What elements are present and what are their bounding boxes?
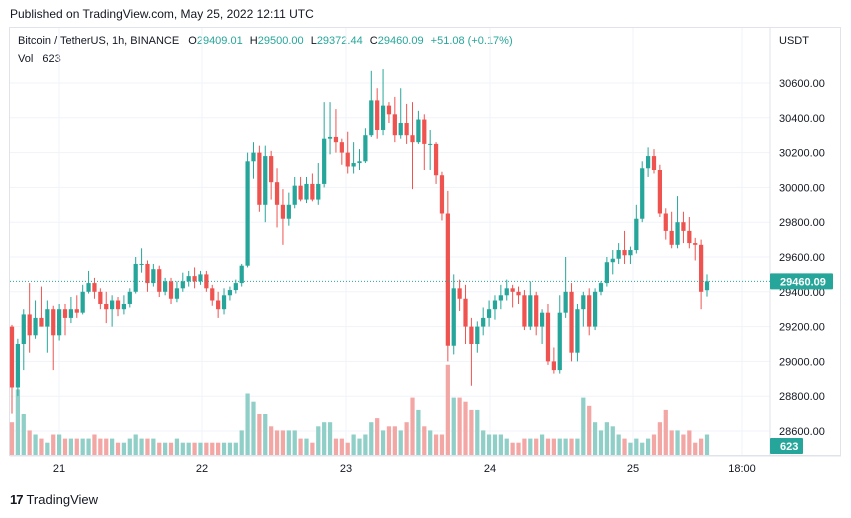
- symbol-label: Bitcoin / TetherUS, 1h, BINANCE: [18, 35, 180, 47]
- x-tick-label: 25: [627, 463, 639, 475]
- volume-label: Vol: [18, 53, 34, 65]
- close-value: 29460.09: [377, 35, 424, 47]
- x-tick-label: 24: [484, 463, 496, 475]
- x-tick-label: 23: [340, 463, 352, 475]
- close-label: C: [369, 35, 378, 47]
- low-label: L: [310, 35, 317, 47]
- ohlc-legend: Bitcoin / TetherUS, 1h, BINANCE O29409.0…: [18, 35, 513, 47]
- tradingview-logo-icon: 17: [10, 492, 24, 507]
- low-value: 29372.44: [316, 35, 363, 47]
- volume-value: 623: [42, 53, 61, 65]
- x-tick-label: 18:00: [728, 463, 756, 475]
- chart-frame[interactable]: [9, 27, 841, 456]
- open-value: 29409.01: [196, 35, 243, 47]
- brand-name: TradingView: [26, 492, 99, 507]
- high-label: H: [249, 35, 258, 47]
- currency-label: USDT: [779, 35, 809, 47]
- change-value: +51.08 (+0.17%): [430, 35, 513, 47]
- footer: 17 TradingView: [10, 492, 98, 507]
- volume-legend: Vol 623: [18, 53, 61, 65]
- open-label: O: [188, 35, 197, 47]
- x-tick-label: 22: [196, 463, 208, 475]
- published-note: Published on TradingView.com, May 25, 20…: [10, 7, 314, 21]
- high-value: 29500.00: [257, 35, 304, 47]
- x-tick-label: 21: [53, 463, 65, 475]
